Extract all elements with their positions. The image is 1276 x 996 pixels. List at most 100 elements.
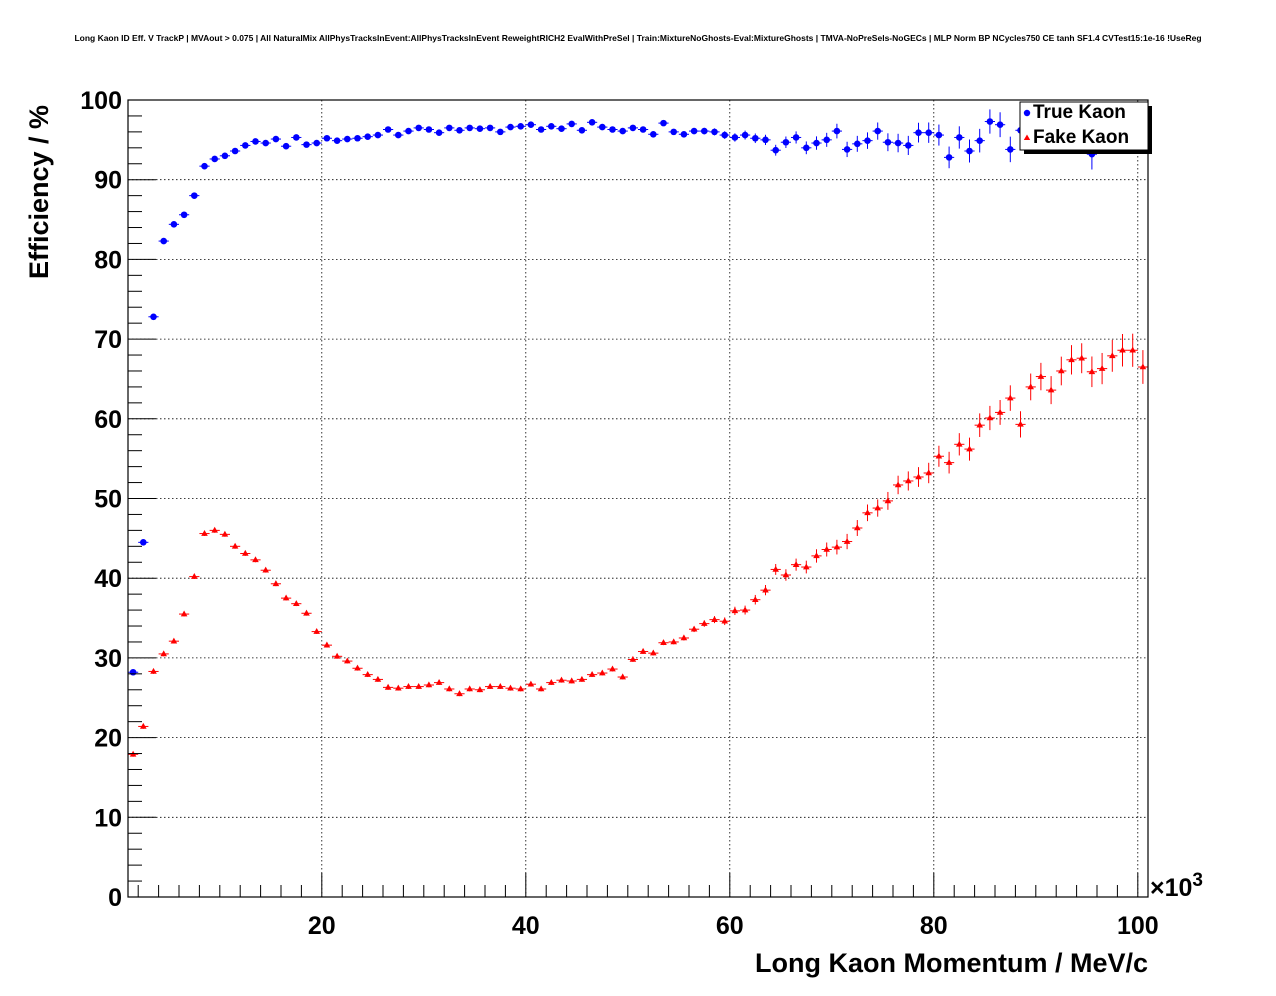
true-kaon-point	[466, 124, 474, 132]
fake-kaon-point	[170, 637, 178, 644]
true-kaon-point	[446, 124, 453, 132]
fake-kaon-point	[670, 638, 677, 645]
true-kaon-point	[792, 134, 800, 141]
fake-kaon-point	[792, 561, 800, 567]
fake-kaon-point	[425, 681, 433, 688]
true-kaon-point	[140, 539, 147, 546]
true-kaon-point	[211, 155, 218, 163]
true-kaon-point	[935, 131, 943, 139]
axis-ticks	[128, 99, 1139, 898]
true-kaon-point	[609, 126, 616, 133]
fake-kaon-point	[323, 641, 331, 648]
fake-kaon-point	[262, 566, 269, 573]
fake-kaon-point	[629, 655, 637, 662]
fake-kaon-point	[384, 683, 392, 690]
data-markers	[129, 118, 1147, 757]
fake-kaon-point	[374, 675, 382, 682]
true-kaon-point	[639, 126, 647, 133]
fake-kaon-point	[772, 565, 779, 572]
fake-kaon-point	[762, 586, 769, 593]
fake-kaon-point	[1047, 386, 1055, 393]
true-kaon-point	[782, 138, 790, 146]
fake-kaon-point	[497, 682, 504, 689]
fake-kaon-point	[680, 634, 688, 641]
true-kaon-point	[517, 123, 524, 130]
fake-kaon-point	[507, 684, 514, 691]
true-kaon-point	[721, 131, 728, 139]
fake-kaon-point	[476, 686, 484, 693]
fake-kaon-point	[843, 537, 851, 544]
true-kaon-point	[497, 128, 504, 136]
x-tick-label: 100	[1117, 912, 1159, 940]
fake-kaon-point	[344, 657, 351, 664]
fake-kaon-point	[578, 675, 586, 682]
fake-kaon-point	[201, 529, 208, 536]
fake-kaon-point	[231, 542, 239, 549]
true-kaon-point	[976, 137, 983, 144]
fake-kaon-point	[660, 639, 667, 646]
fake-kaon-point	[568, 677, 575, 684]
x-tick-label: 20	[308, 912, 336, 940]
true-kaon-point	[537, 126, 545, 133]
true-kaon-point	[996, 121, 1004, 129]
tick-labels: 0 10 20 30 40 50 60 70 80 90 100 20 40 60 80 100	[80, 87, 1158, 940]
true-kaon-point	[884, 138, 892, 146]
grid-lines	[128, 100, 1148, 897]
fake-kaon-point	[1068, 356, 1075, 363]
true-kaon-point	[354, 134, 361, 142]
y-tick-label: 80	[94, 246, 122, 274]
y-tick-label: 70	[94, 326, 122, 354]
fake-kaon-point	[415, 682, 422, 689]
true-kaon-point	[762, 136, 769, 144]
fake-kaon-point	[282, 594, 290, 601]
true-kaon-point	[303, 141, 310, 148]
fake-kaon-point	[650, 649, 657, 656]
true-kaon-point	[905, 142, 912, 149]
true-kaon-point	[374, 131, 382, 139]
true-kaon-point	[252, 138, 259, 145]
fake-kaon-point	[293, 600, 300, 607]
legend-true-kaon-marker	[1023, 109, 1031, 117]
true-kaon-point	[344, 135, 351, 143]
true-kaon-point	[915, 129, 922, 136]
true-kaon-point	[476, 125, 484, 132]
fake-kaon-point	[915, 473, 922, 480]
true-kaon-point	[313, 139, 321, 147]
fake-kaon-point	[894, 481, 902, 488]
true-kaon-point	[772, 146, 779, 154]
fake-kaon-point	[1088, 368, 1096, 375]
fake-kaon-point	[191, 573, 198, 579]
fake-kaon-point	[741, 606, 749, 613]
fake-kaon-point	[599, 669, 606, 676]
fake-kaon-point	[466, 685, 473, 692]
true-kaon-point	[272, 135, 280, 143]
fake-kaon-point	[140, 722, 147, 729]
true-kaon-point	[711, 128, 718, 136]
true-kaon-point	[823, 136, 830, 144]
legend-fake-kaon-marker	[1023, 134, 1031, 140]
true-kaon-point	[293, 134, 300, 141]
fake-kaon-point	[711, 616, 718, 622]
y-tick-label: 90	[94, 167, 122, 195]
fake-kaon-point	[1058, 367, 1065, 374]
true-kaon-point	[925, 129, 932, 136]
true-kaon-point	[701, 127, 708, 135]
fake-kaon-point	[435, 679, 443, 685]
true-kaon-point	[395, 131, 402, 139]
fake-kaon-point	[925, 469, 932, 476]
fake-kaon-point	[456, 690, 463, 697]
x-axis-label: Long Kaon Momentum / MeV/c	[755, 948, 1148, 978]
fake-kaon-point	[272, 580, 280, 587]
fake-kaon-point	[527, 680, 535, 687]
true-kaon-point	[548, 123, 555, 130]
error-bars	[128, 109, 1148, 757]
x-multiplier-exponent: 3	[1192, 870, 1203, 891]
true-kaon-point	[986, 118, 994, 125]
fake-kaon-point	[1078, 354, 1085, 361]
true-kaon-point	[660, 119, 667, 127]
fake-kaon-point	[1129, 346, 1136, 353]
true-kaon-point	[201, 162, 208, 170]
true-kaon-point	[803, 144, 810, 152]
true-kaon-point	[191, 192, 198, 199]
true-kaon-point	[568, 120, 575, 128]
